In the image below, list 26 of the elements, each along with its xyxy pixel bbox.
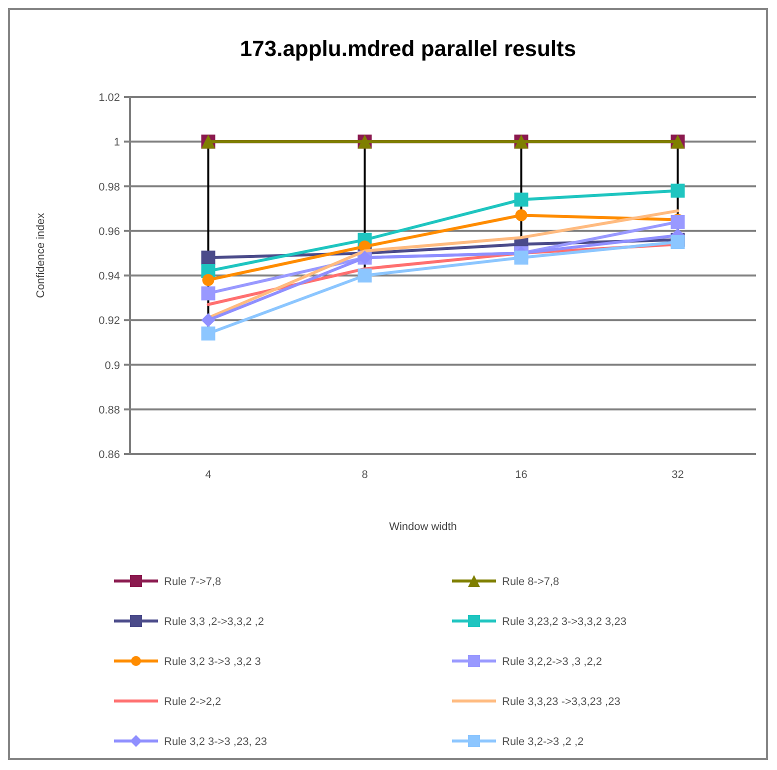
x-tick-label: 8 <box>362 469 368 481</box>
y-tick-label: 0.92 <box>98 315 120 328</box>
y-axis-title: Confidence index <box>35 212 47 298</box>
legend-label: Rule 3,2,2->3 ,3 ,2,2 <box>502 656 602 668</box>
legend-label: Rule 3,2 3->3 ,23, 23 <box>164 736 268 748</box>
y-tick-label: 0.94 <box>98 270 120 282</box>
legend-label: Rule 8->7,8 <box>502 576 560 588</box>
y-tick-label: 1.02 <box>98 92 120 104</box>
y-tick-label: 0.88 <box>98 404 120 416</box>
legend-label: Rule 3,2 3->3 ,3,2 3 <box>164 656 261 668</box>
legend-label: Rule 3,23,2 3->3,3,2 3,23 <box>502 616 626 628</box>
legend-label: Rule 3,3 ,2->3,3,2 ,2 <box>164 616 264 628</box>
legend-label: Rule 3,3,23 ->3,3,23 ,23 <box>502 696 620 708</box>
chart-title: 173.applu.mdred parallel results <box>240 36 576 61</box>
x-tick-label: 32 <box>672 469 684 481</box>
legend-label: Rule 7->7,8 <box>164 576 222 588</box>
x-axis-title: Window width <box>389 521 457 533</box>
y-tick-label: 0.96 <box>98 226 120 238</box>
legend-label: Rule 3,2->3 ,2 ,2 <box>502 736 584 748</box>
y-tick-label: 0.9 <box>104 360 120 372</box>
y-tick-label: 0.98 <box>98 181 120 194</box>
y-tick-label: 1 <box>114 136 120 149</box>
legend-label: Rule 2->2,2 <box>164 696 222 708</box>
y-tick-label: 0.86 <box>98 449 120 461</box>
x-tick-label: 16 <box>515 469 528 481</box>
x-tick-label: 4 <box>205 469 212 481</box>
